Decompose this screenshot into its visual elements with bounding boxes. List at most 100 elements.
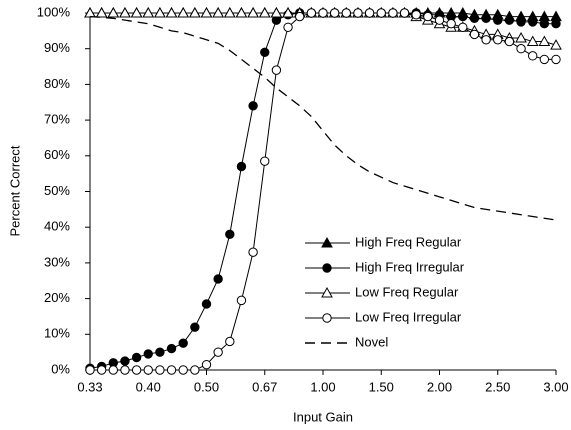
data-point (166, 343, 177, 354)
data-point (225, 336, 235, 347)
data-point (364, 8, 375, 18)
legend-label: Low Freq Regular (355, 284, 459, 299)
data-point (201, 299, 212, 309)
data-point (200, 6, 213, 18)
y-tick-label: 90% (44, 40, 70, 55)
data-point (154, 6, 166, 18)
data-point (458, 11, 468, 22)
y-tick-label: 10% (44, 326, 70, 341)
data-point (223, 6, 236, 18)
y-tick-label: 30% (44, 254, 70, 269)
data-point (493, 15, 503, 25)
data-point (318, 8, 328, 18)
y-tick-label: 60% (44, 147, 70, 162)
data-point (353, 8, 363, 18)
data-point (177, 6, 190, 18)
data-point (551, 19, 561, 29)
x-tick-label: 0.67 (252, 379, 277, 394)
data-point (526, 35, 539, 47)
data-point (143, 365, 153, 375)
data-point (131, 365, 142, 375)
data-point (539, 19, 550, 29)
data-point (119, 6, 131, 18)
data-point (120, 356, 130, 366)
data-point (411, 10, 421, 20)
data-point (143, 349, 153, 359)
data-point (213, 347, 223, 357)
data-point (155, 365, 165, 375)
data-point (538, 35, 551, 47)
data-point (388, 8, 398, 18)
data-point (120, 365, 130, 375)
data-point (528, 17, 538, 27)
data-point (283, 22, 293, 32)
data-point (493, 35, 503, 45)
data-point (248, 101, 258, 111)
y-tick-label: 70% (44, 112, 70, 127)
y-axis-label: Percent Correct (7, 145, 22, 236)
data-point (282, 6, 294, 18)
data-point (399, 8, 410, 18)
data-point (481, 35, 491, 45)
data-point (551, 54, 561, 65)
x-tick-label: 0.33 (77, 379, 102, 394)
data-point (515, 31, 527, 43)
data-point (516, 44, 526, 54)
data-point (271, 65, 282, 75)
x-tick-label: 2.00 (427, 379, 452, 394)
data-point (260, 47, 270, 57)
legend-marker (322, 313, 332, 323)
data-point (248, 247, 258, 257)
data-point (550, 39, 562, 50)
data-point (236, 161, 247, 172)
data-point (236, 295, 247, 306)
series-line (89, 15, 557, 221)
y-tick-label: 80% (44, 76, 70, 91)
data-point (213, 274, 223, 284)
data-point (108, 365, 119, 375)
legend-marker (322, 263, 332, 273)
data-point (131, 352, 142, 363)
data-point (85, 365, 95, 375)
data-point (446, 19, 456, 29)
data-point (201, 359, 212, 370)
y-tick-label: 40% (44, 219, 70, 234)
data-point (528, 51, 538, 61)
legend-label: High Freq Regular (355, 234, 462, 249)
x-axis-label: Input Gain (293, 409, 353, 424)
series-line (89, 12, 556, 369)
legend-marker (321, 236, 333, 248)
data-point (260, 156, 270, 166)
legend-label: Novel (355, 334, 388, 349)
data-point (481, 13, 491, 24)
data-point (295, 11, 305, 22)
data-point (178, 365, 188, 375)
x-tick-label: 1.50 (369, 379, 394, 394)
x-tick-label: 0.40 (136, 379, 161, 394)
data-point (434, 15, 445, 25)
data-point (270, 6, 283, 18)
data-point (107, 6, 120, 18)
data-point (504, 15, 515, 25)
y-tick-label: 20% (44, 290, 70, 305)
data-point (130, 6, 143, 18)
legend-label: High Freq Irregular (355, 259, 465, 274)
data-point (155, 347, 165, 357)
data-point (539, 54, 550, 65)
x-tick-label: 2.50 (485, 379, 510, 394)
y-tick-label: 50% (44, 183, 70, 198)
data-point (504, 36, 515, 47)
data-point (165, 6, 178, 18)
x-tick-label: 0.50 (194, 379, 219, 394)
data-point (189, 6, 201, 18)
data-point (225, 229, 235, 240)
data-point (142, 6, 155, 18)
data-point (458, 22, 468, 32)
data-point (329, 8, 340, 18)
data-point (96, 365, 107, 375)
data-point (341, 8, 351, 18)
data-point (190, 365, 200, 375)
data-point (247, 6, 259, 18)
data-point (306, 8, 317, 18)
